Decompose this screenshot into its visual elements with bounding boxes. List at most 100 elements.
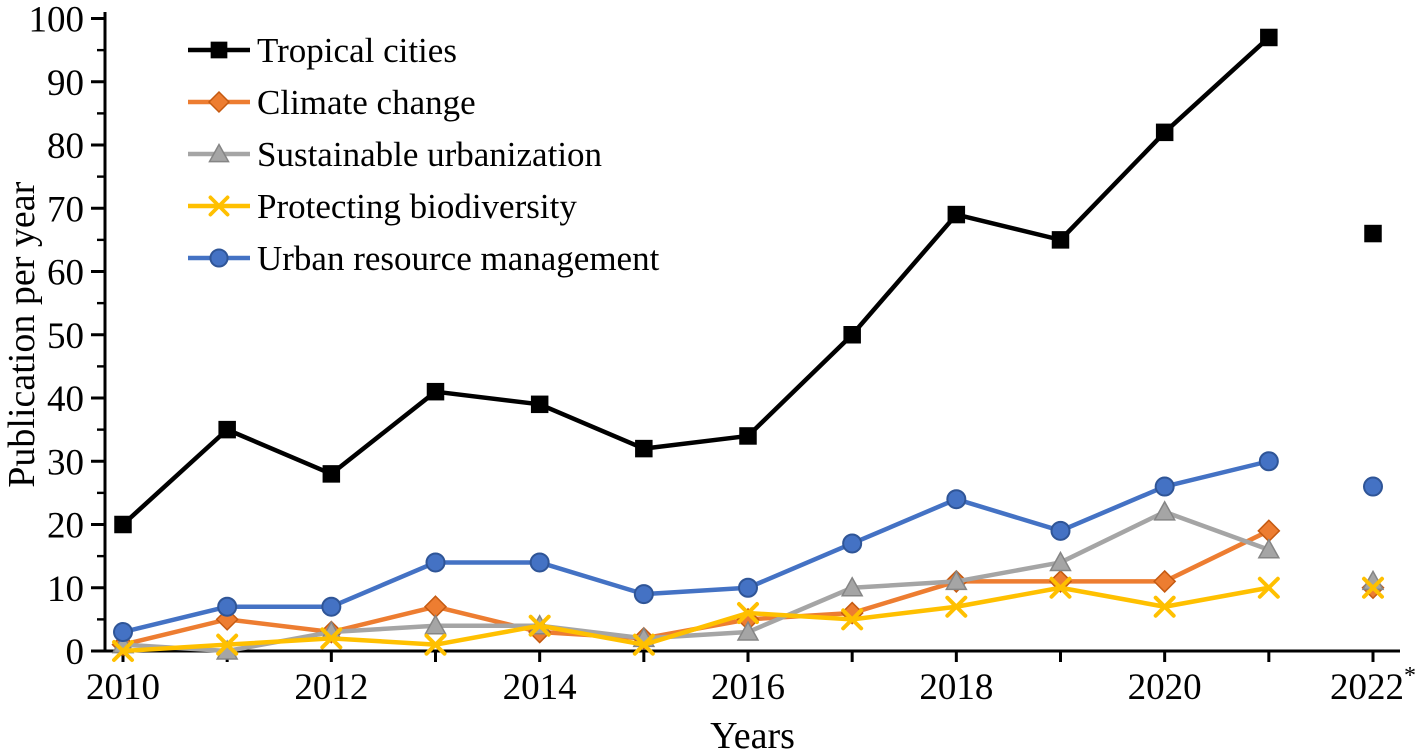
data-point-protecting-biodiversity-2011 (216, 633, 239, 656)
data-point-protecting-biodiversity-2018 (945, 595, 968, 618)
marker-circle (1258, 451, 1279, 472)
legend-marker (207, 90, 231, 114)
y-tick-label: 50 (47, 316, 84, 357)
legend-item-sustainable-urbanization: Sustainable urbanization (188, 135, 602, 174)
marker-x (841, 608, 864, 631)
marker-circle (217, 596, 238, 617)
data-point-urban-resource-management-2012 (321, 596, 342, 617)
marker-square (1051, 231, 1070, 249)
marker-diamond (207, 90, 231, 114)
marker-circle (1050, 520, 1071, 541)
legend-label: Climate change (257, 83, 476, 122)
marker-x (424, 633, 447, 656)
y-tick-label: 30 (47, 442, 84, 483)
axes: 0 10 20 30 40 50 60 70 80 90 100 2010 2012 2014 2016 20… (29, 0, 1417, 708)
data-point-sustainable-urbanization-2018 (945, 569, 968, 591)
data-point-urban-resource-management-2019 (1050, 520, 1071, 541)
marker-x (737, 602, 759, 625)
data-point-climate-change-2013 (423, 595, 448, 619)
marker-diamond (1257, 519, 1281, 543)
marker-square (635, 439, 653, 458)
legend-label: Protecting biodiversity (257, 187, 577, 226)
x-axis-title: Years (710, 715, 795, 755)
y-tick-label: 0 (66, 632, 85, 673)
data-point-sustainable-urbanization-2021 (1257, 538, 1281, 559)
marker-triangle (736, 620, 760, 641)
marker-square (1364, 224, 1382, 243)
data-point-climate-change-2021 (1257, 519, 1281, 543)
legend: Tropical cities Climate change Sustainable… (188, 31, 660, 278)
marker-circle (1154, 476, 1175, 497)
x-tick-label: 2020 (1128, 667, 1202, 708)
data-point-protecting-biodiversity-2016 (737, 602, 759, 625)
x-tick-label: 2010 (86, 667, 160, 708)
legend-marker (208, 142, 230, 163)
marker-x (1257, 576, 1280, 599)
data-point-urban-resource-management-2018 (946, 489, 967, 510)
data-point-protecting-biodiversity-2017 (841, 608, 864, 631)
data-point-urban-resource-management-2021 (1258, 451, 1279, 472)
series-line-urban-resource-management (120, 459, 1272, 635)
y-tick-label: 60 (47, 253, 84, 294)
data-point-sustainable-urbanization-2013 (424, 614, 447, 635)
data-point-urban-resource-management-2016 (738, 577, 758, 598)
series-tropical-cities (114, 28, 1382, 534)
data-point-sustainable-urbanization-2020 (1153, 500, 1176, 521)
marker-square (739, 427, 757, 445)
data-point-tropical-cities-2010 (114, 515, 132, 534)
data-point-urban-resource-management-2015 (633, 584, 654, 605)
data-point-sustainable-urbanization-2016 (736, 620, 760, 641)
data-point-protecting-biodiversity-2013 (424, 633, 447, 656)
x-tick-label: 2014 (503, 667, 577, 708)
marker-circle (113, 622, 133, 643)
y-tick-label: 40 (47, 379, 84, 420)
marker-diamond (1153, 569, 1177, 593)
series-line-sustainable-urbanization (120, 509, 1272, 654)
marker-square (426, 382, 445, 401)
data-point-urban-resource-management-2020 (1154, 476, 1175, 497)
marker-square (530, 395, 549, 414)
marker-circle (633, 584, 654, 605)
data-point-tropical-cities-2016 (739, 427, 757, 445)
data-point-tropical-cities-2021 (1260, 28, 1278, 47)
marker-triangle (1153, 500, 1176, 521)
legend-marker (210, 41, 228, 59)
legend-label: Sustainable urbanization (257, 135, 602, 174)
x-tick-label: 2018 (919, 667, 993, 708)
data-point-urban-resource-management-2014 (529, 552, 550, 573)
data-point-protecting-biodiversity-2015 (632, 633, 655, 656)
marker-triangle (1049, 550, 1072, 572)
marker-triangle (424, 614, 447, 635)
marker-square (947, 205, 966, 224)
marker-x (632, 633, 655, 656)
data-point-tropical-cities-2015 (635, 439, 653, 458)
marker-x (1049, 576, 1072, 599)
marker-square (1260, 28, 1278, 47)
marker-square (843, 326, 861, 344)
data-point-protecting-biodiversity-2014 (528, 614, 551, 637)
data-point-protecting-biodiversity-2019 (1049, 576, 1072, 599)
data-point-tropical-cities-2022 (1364, 224, 1382, 243)
x-tick-label: 2012 (294, 667, 368, 708)
data-point-protecting-biodiversity-2022 (1362, 576, 1384, 599)
data-point-tropical-cities-2020 (1155, 123, 1174, 142)
marker-square (218, 420, 236, 439)
marker-circle (209, 248, 229, 268)
data-point-urban-resource-management-2011 (217, 596, 238, 617)
data-point-urban-resource-management-2022 (1363, 476, 1383, 497)
marker-x (945, 595, 968, 618)
marker-triangle (208, 142, 230, 163)
marker-circle (842, 533, 863, 554)
marker-x (528, 614, 551, 637)
data-point-urban-resource-management-2013 (425, 552, 446, 573)
marker-triangle (945, 569, 968, 591)
marker-circle (946, 489, 967, 510)
x-tick-label: 2022* (1330, 663, 1416, 708)
legend-marker (209, 248, 229, 268)
marker-circle (321, 596, 342, 617)
data-point-urban-resource-management-2010 (113, 622, 133, 643)
data-point-tropical-cities-2012 (322, 465, 341, 483)
legend-item-tropical-cities: Tropical cities (188, 31, 457, 70)
x-tick-label: 2016 (711, 667, 785, 708)
